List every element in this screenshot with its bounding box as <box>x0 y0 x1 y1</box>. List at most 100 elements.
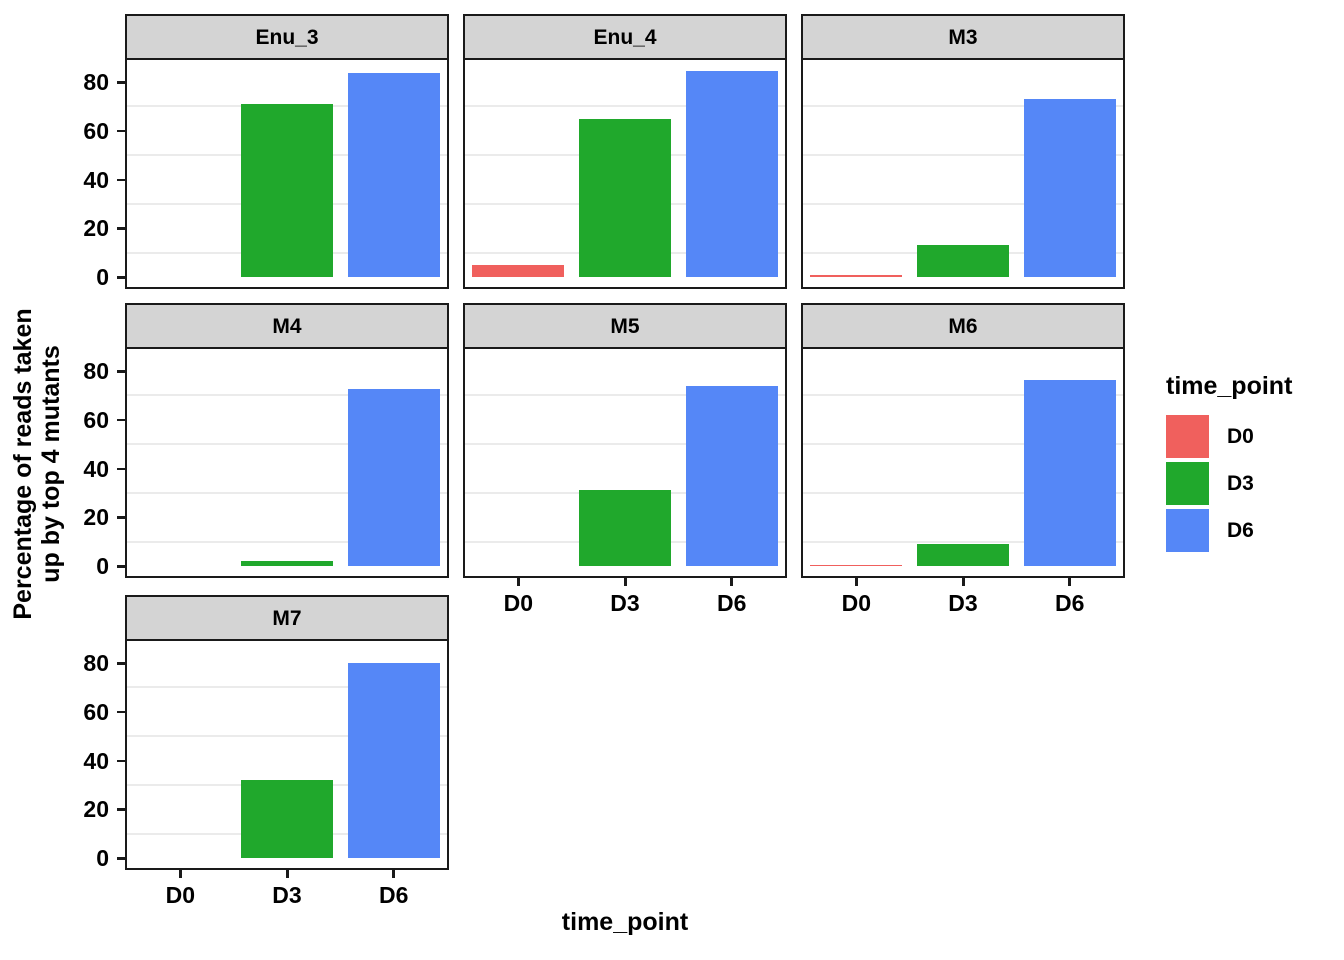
x-tick-label: D3 <box>272 882 302 908</box>
bar-M3-D6 <box>1023 99 1116 277</box>
x-tick-label: D0 <box>841 590 872 616</box>
facet-panel-M5 <box>463 347 787 578</box>
x-tick <box>516 578 520 586</box>
y-tick-label: 60 <box>83 406 109 433</box>
bar-M6-D0 <box>810 564 903 566</box>
gridline-minor <box>803 105 1123 108</box>
legend-entry-d3: D3 <box>1166 462 1340 505</box>
gridline-minor <box>803 202 1123 205</box>
gridline-minor <box>803 540 1123 543</box>
legend-swatch-d6 <box>1166 509 1209 552</box>
y-tick-label: 0 <box>96 845 109 871</box>
x-tick <box>623 578 627 586</box>
x-tick-label: D6 <box>1054 590 1085 616</box>
y-tick <box>117 467 125 470</box>
y-tick-label: 40 <box>83 747 109 774</box>
bar-Enu_4-D0 <box>472 264 565 277</box>
bar-Enu_3-D3 <box>241 103 333 277</box>
bar-M5-D6 <box>685 385 778 566</box>
facet-strip-M7: M7 <box>125 595 449 639</box>
bar-M4-D6 <box>347 389 440 566</box>
bar-M7-D3 <box>241 780 333 858</box>
y-tick <box>117 710 125 714</box>
y-axis-title-line1: Percentage of reads taken <box>9 308 37 620</box>
facet-strip-M5: M5 <box>463 303 787 347</box>
gridline-minor <box>803 491 1123 494</box>
x-tick-label: D3 <box>948 590 978 616</box>
x-tick <box>854 578 858 586</box>
y-tick <box>117 129 125 133</box>
y-tick <box>117 178 125 181</box>
legend-entry-d0: D0 <box>1166 415 1340 458</box>
y-tick-label: 20 <box>83 796 109 823</box>
facet-strip-M3: M3 <box>801 14 1125 58</box>
y-tick-label: 60 <box>83 117 109 144</box>
x-tick-label: D0 <box>165 882 196 908</box>
y-tick-label: 20 <box>83 215 109 242</box>
bar-M4-D3 <box>241 561 333 566</box>
y-tick-label: 0 <box>96 264 109 290</box>
facet-panel-Enu_3 <box>125 58 449 289</box>
facet-strip-Enu_3: Enu_3 <box>125 14 449 58</box>
y-tick <box>117 857 125 860</box>
legend: time_point D0 D3 D6 <box>1160 372 1340 556</box>
x-tick-label: D3 <box>610 590 640 616</box>
legend-swatch-d0 <box>1166 415 1209 458</box>
gridline-minor <box>803 154 1123 157</box>
bar-Enu_3-D6 <box>347 73 440 277</box>
gridline-minor <box>803 443 1123 446</box>
bar-M3-D0 <box>810 274 903 277</box>
y-tick <box>117 808 125 811</box>
y-tick-label: 80 <box>83 650 109 676</box>
y-tick <box>117 759 125 762</box>
legend-label-d6: D6 <box>1227 518 1254 542</box>
x-tick-label: D6 <box>378 882 409 908</box>
y-tick-label: 40 <box>83 455 109 482</box>
y-tick <box>117 370 125 373</box>
gridline-minor <box>127 443 447 446</box>
facet-panel-M6 <box>801 347 1125 578</box>
x-axis-title: time_point <box>561 908 689 936</box>
y-tick <box>117 418 125 422</box>
x-tick-label: D6 <box>716 590 747 616</box>
facet-panel-M3 <box>801 58 1125 289</box>
x-tick <box>961 578 965 586</box>
gridline-minor <box>803 394 1123 397</box>
gridline-minor <box>127 394 447 397</box>
gridline-minor <box>465 394 785 397</box>
bar-M5-D3 <box>579 490 671 566</box>
y-tick <box>117 565 125 568</box>
bar-M6-D6 <box>1023 379 1116 566</box>
bar-Enu_4-D3 <box>579 118 671 277</box>
y-tick-label: 60 <box>83 698 109 725</box>
x-tick <box>730 578 734 586</box>
legend-entry-d6: D6 <box>1166 509 1340 552</box>
legend-title: time_point <box>1166 372 1293 400</box>
bar-M3-D3 <box>917 245 1009 277</box>
gridline-minor <box>465 443 785 446</box>
gridline-minor <box>465 105 785 108</box>
bar-Enu_4-D6 <box>685 71 778 277</box>
y-tick <box>117 276 125 279</box>
y-tick-label: 80 <box>83 358 109 384</box>
x-tick <box>178 870 182 878</box>
bar-M6-D3 <box>917 544 1009 566</box>
gridline-minor <box>127 686 447 689</box>
y-tick-label: 40 <box>83 166 109 193</box>
x-tick <box>285 870 289 878</box>
facet-panel-M7 <box>125 639 449 870</box>
x-tick-label: D0 <box>503 590 534 616</box>
legend-swatch-d3 <box>1166 462 1209 505</box>
gridline-minor <box>127 540 447 543</box>
gridline-minor <box>127 735 447 738</box>
y-tick <box>117 81 125 84</box>
facet-strip-Enu_4: Enu_4 <box>463 14 787 58</box>
facet-panel-M4 <box>125 347 449 578</box>
facet-strip-M4: M4 <box>125 303 449 347</box>
legend-label-d3: D3 <box>1227 471 1254 495</box>
gridline-minor <box>127 491 447 494</box>
x-tick <box>1068 578 1072 586</box>
legend-label-d0: D0 <box>1227 424 1254 448</box>
y-tick-label: 80 <box>83 69 109 95</box>
